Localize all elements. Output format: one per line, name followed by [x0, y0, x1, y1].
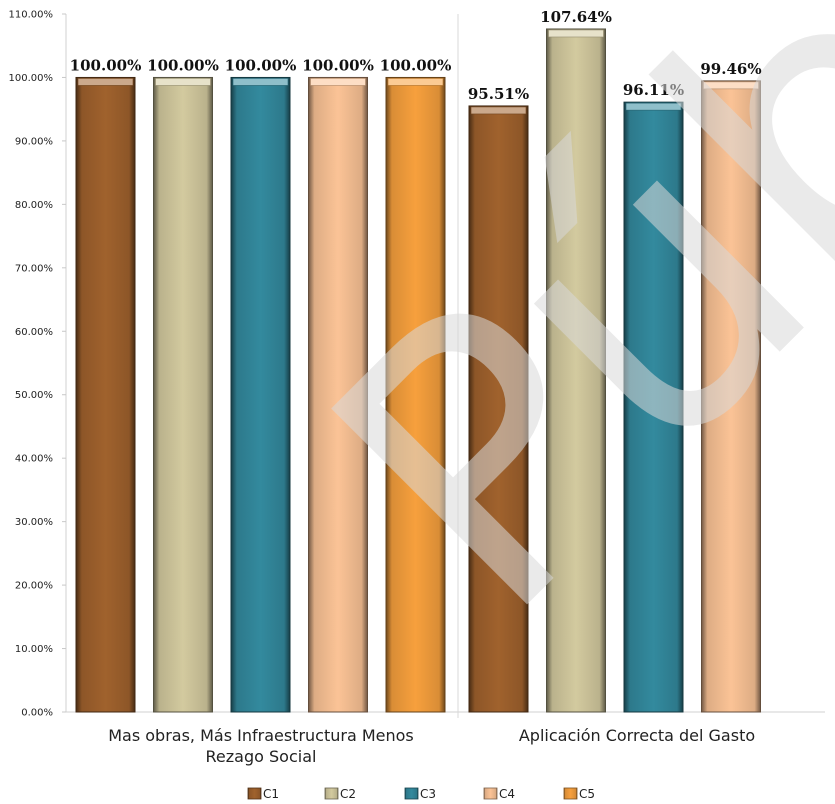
bar-c4-cat2	[701, 80, 761, 713]
legend-swatch-c4	[483, 787, 498, 800]
bar-cap	[625, 102, 682, 111]
data-labels: 100.00% 95.51% 100.00% 107.64% 100.00% 96.11%…	[70, 8, 762, 103]
bar-cap	[155, 78, 211, 86]
data-label: 100.00%	[302, 56, 374, 74]
bar-cap	[77, 78, 134, 86]
legend-swatch-c5	[563, 787, 578, 800]
bar-c1-cat2	[468, 105, 529, 713]
legend-swatch-c2	[324, 787, 339, 800]
category-label: Mas obras, Más Infraestructura Menos	[108, 726, 414, 745]
bars	[75, 28, 761, 713]
bar-cap	[548, 29, 604, 38]
y-tick-label: 60.00%	[15, 327, 53, 338]
y-tick-label: 50.00%	[15, 390, 53, 401]
y-tick-label: 30.00%	[15, 517, 53, 528]
data-label: 100.00%	[225, 56, 297, 74]
bar-c3-cat2	[623, 101, 684, 713]
bar-c4-cat1	[308, 76, 368, 713]
y-tick-label: 10.00%	[15, 644, 53, 655]
legend-swatch-c1	[247, 787, 262, 800]
y-tick-label: 0.00%	[21, 708, 53, 719]
bar-c2-cat1	[153, 76, 213, 713]
y-tick-label: 110.00%	[9, 10, 54, 21]
y-tick-label: 40.00%	[15, 454, 53, 465]
legend-label-c4: C4	[499, 787, 515, 801]
legend-label-c2: C2	[340, 787, 356, 801]
legend-label-c1: C1	[263, 787, 279, 801]
category-label: Rezago Social	[206, 747, 317, 766]
y-tick-label: 70.00%	[15, 263, 53, 274]
y-tick-label: 100.00%	[9, 73, 54, 84]
legend-swatch-c3	[404, 787, 419, 800]
data-label: 107.64%	[540, 8, 612, 26]
y-tick-label: 90.00%	[15, 136, 53, 147]
bar-c2-cat2	[546, 28, 606, 713]
data-label: 95.51%	[468, 85, 529, 103]
category-label: Aplicación Correcta del Gasto	[519, 726, 755, 745]
data-label: 100.00%	[380, 56, 452, 74]
data-label: 96.11%	[623, 81, 684, 99]
legend: C1 C2 C3 C4 C5	[247, 787, 595, 801]
bar-c1-cat1	[75, 76, 136, 713]
bar-c3-cat1	[230, 76, 291, 713]
bar-cap	[310, 78, 366, 86]
y-tick-label: 20.00%	[15, 581, 53, 592]
data-label: 100.00%	[147, 56, 219, 74]
data-label: 99.46%	[700, 60, 761, 78]
x-axis: Mas obras, Más Infraestructura Menos Reza…	[108, 726, 755, 766]
y-tick-label: 80.00%	[15, 200, 53, 211]
bar-cap	[387, 78, 444, 86]
data-label: 100.00%	[70, 56, 142, 74]
legend-label-c5: C5	[579, 787, 595, 801]
legend-label-c3: C3	[420, 787, 436, 801]
bar-cap	[470, 106, 527, 115]
bar-cap	[703, 81, 759, 90]
bar-c5-cat1	[385, 76, 446, 713]
bar-cap	[232, 78, 289, 86]
